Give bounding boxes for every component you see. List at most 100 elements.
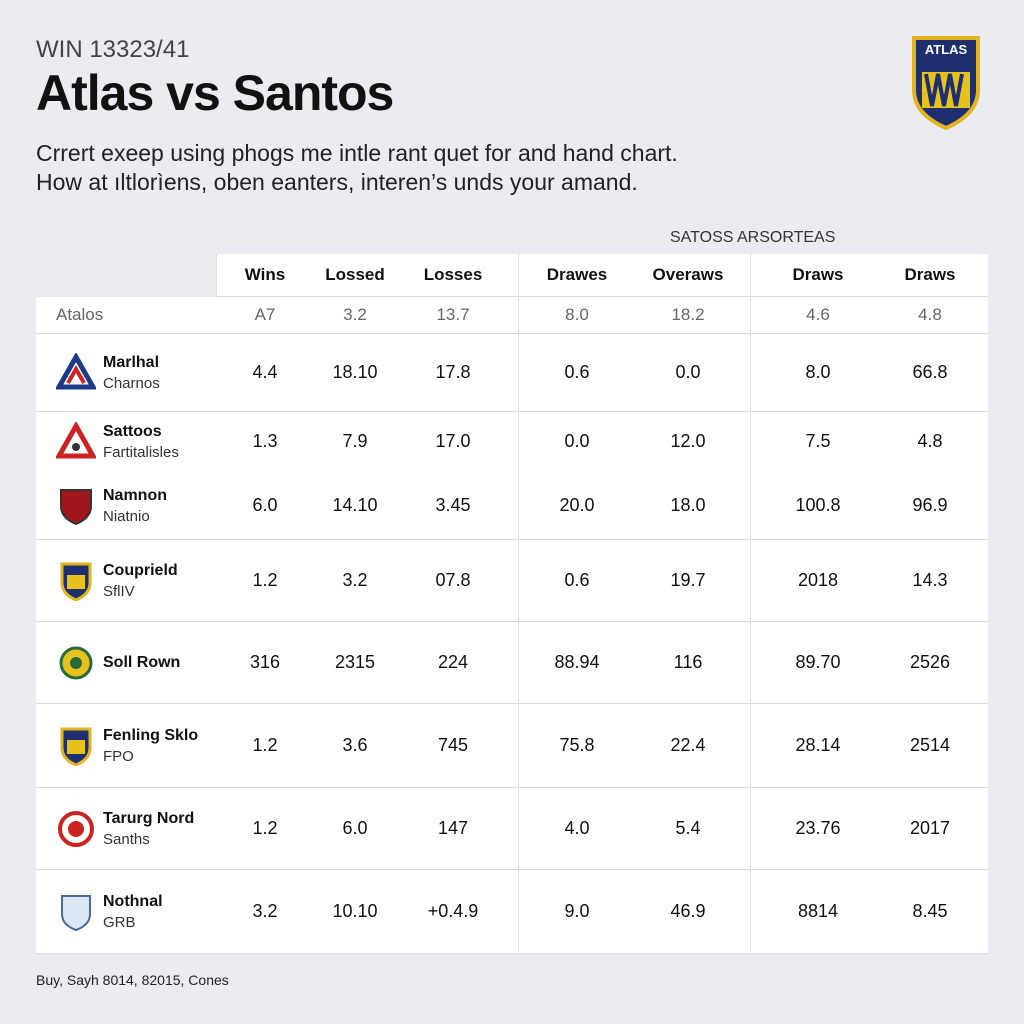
team-name: Sattoos Fartitalisles [103, 412, 179, 471]
cell: 89.70 [795, 652, 841, 672]
cell: 75.8 [559, 735, 595, 755]
cell: 6.0 [342, 818, 368, 838]
cell: 7.9 [342, 431, 368, 451]
cell: 3.2 [252, 901, 278, 921]
column-header: Drawes [546, 265, 608, 284]
cell: 3.2 [343, 305, 367, 324]
team-row: Tarurg Nord Sanths 1.2 6.0 147 4.0 5.4 23.76 201… [36, 788, 988, 870]
cell: 17.8 [435, 362, 471, 382]
cell: 1.2 [252, 735, 278, 755]
subtitle: Crrert exeep using phogs me intle rant q… [36, 140, 678, 166]
divider [750, 254, 751, 952]
team-row: Nothnal GRB 3.2 10.10 +0.4.9 9.0 46.9 8814 8.45 [36, 870, 988, 954]
header-row: Wins Lossed Losses Drawes Overaws Draws Draws [216, 254, 988, 297]
cell: 1.3 [252, 431, 278, 451]
column-header: Overaws [652, 265, 724, 284]
cell: 1.2 [252, 818, 278, 838]
team-sub: Charnos [103, 374, 160, 392]
cell: 14.10 [332, 495, 378, 515]
cell: 13.7 [436, 305, 470, 324]
cell: 23.76 [795, 818, 841, 838]
cell: 4.0 [564, 818, 590, 838]
cell: 66.8 [912, 362, 948, 382]
cell: 8.0 [805, 362, 831, 382]
crest-text: ATLAS [925, 42, 968, 57]
cell: 4.4 [252, 362, 278, 382]
team-logo [56, 353, 96, 390]
team-title: Fenling Sklo [103, 726, 199, 744]
team-title: Nothnal [103, 892, 163, 910]
cell: A7 [254, 305, 276, 324]
cell: 88.94 [554, 652, 600, 672]
team-row: Sattoos Fartitalisles 1.3 7.9 17.0 0.0 12.0 7.5… [36, 412, 988, 472]
team-logo [56, 422, 96, 459]
cell: 116 [673, 652, 703, 672]
footer: Buy, Sayh 8014, 82015, Cones [36, 972, 229, 988]
team-title: Tarurg Nord [103, 809, 195, 827]
cell: 18.2 [671, 305, 705, 324]
team-logo [60, 562, 92, 601]
team-row: Soll Rown 316 2315 224 88.94 116 89.70 2526 [36, 622, 988, 704]
cell: 20.0 [559, 495, 595, 515]
group-label: SATOSS ARSORTEAS [670, 229, 836, 246]
team-name: Nothnal GRB [103, 870, 163, 953]
team-logo [60, 727, 92, 766]
column-header: Draws [904, 265, 956, 284]
team-row: Fenling Sklo FPO 1.2 3.6 745 75.8 22.4 28.14 251… [36, 704, 988, 788]
team-sub: Niatnio [103, 507, 150, 525]
cell: 224 [437, 652, 469, 672]
cell: 0.6 [564, 362, 590, 382]
cell: 18.10 [332, 362, 378, 382]
cell: 7.5 [805, 431, 831, 451]
kicker: WIN 13323/41 [36, 36, 190, 63]
summary-label: Atalos [56, 305, 104, 324]
summary-row: Atalos A7 3.2 13.7 8.0 18.2 4.6 4.8 [36, 297, 988, 334]
cell: 9.0 [564, 901, 590, 921]
cell: 3.45 [435, 495, 471, 515]
team-name: Namnon Niatnio [103, 472, 167, 539]
team-title: Sattoos [103, 422, 162, 440]
team-sub: GRB [103, 913, 136, 931]
team-title: Couprield [103, 561, 178, 579]
cell: 6.0 [252, 495, 278, 515]
cell: 19.7 [670, 570, 706, 590]
team-logo [60, 489, 92, 526]
cell: 4.6 [806, 305, 830, 324]
cell: 100.8 [795, 495, 841, 515]
column-header: Wins [244, 265, 286, 284]
cell: 2018 [797, 570, 839, 590]
cell: 147 [437, 818, 469, 838]
cell: +0.4.9 [427, 901, 479, 921]
team-sub: Fartitalisles [103, 443, 179, 461]
team-name: Marlhal Charnos [103, 334, 160, 411]
team-name: Fenling Sklo FPO [103, 704, 198, 787]
cell: 0.0 [675, 362, 701, 382]
cell: 316 [249, 652, 281, 672]
cell: 5.4 [675, 818, 701, 838]
team-row: Marlhal Charnos 4.4 18.10 17.8 0.6 0.0 8.0 66.8 [36, 334, 988, 412]
cell: 4.8 [917, 431, 943, 451]
team-row: Couprield SflIV 1.2 3.2 07.8 0.6 19.7 2018 14.3 [36, 540, 988, 622]
cell: 3.2 [342, 570, 368, 590]
crest-logo: ATLAS [912, 36, 980, 130]
cell: 4.8 [918, 305, 942, 324]
cell: 17.0 [435, 431, 471, 451]
team-sub: FPO [103, 747, 134, 765]
team-name: Tarurg Nord Sanths [103, 788, 194, 869]
cell: 22.4 [670, 735, 706, 755]
cell: 18.0 [670, 495, 706, 515]
team-logo [61, 895, 91, 932]
column-header: Draws [792, 265, 844, 284]
team-title: Marlhal [103, 353, 160, 371]
team-row: Namnon Niatnio 6.0 14.10 3.45 20.0 18.0 100.8 96… [36, 472, 988, 540]
cell: 8.0 [565, 305, 589, 324]
cell: 0.0 [564, 431, 590, 451]
cell: 14.3 [912, 570, 948, 590]
column-header: Losses [423, 265, 483, 284]
cell: 96.9 [912, 495, 948, 515]
cell: 2017 [909, 818, 951, 838]
cell: 2526 [909, 652, 951, 672]
team-name: Soll Rown [103, 622, 180, 703]
cell: 8814 [797, 901, 839, 921]
